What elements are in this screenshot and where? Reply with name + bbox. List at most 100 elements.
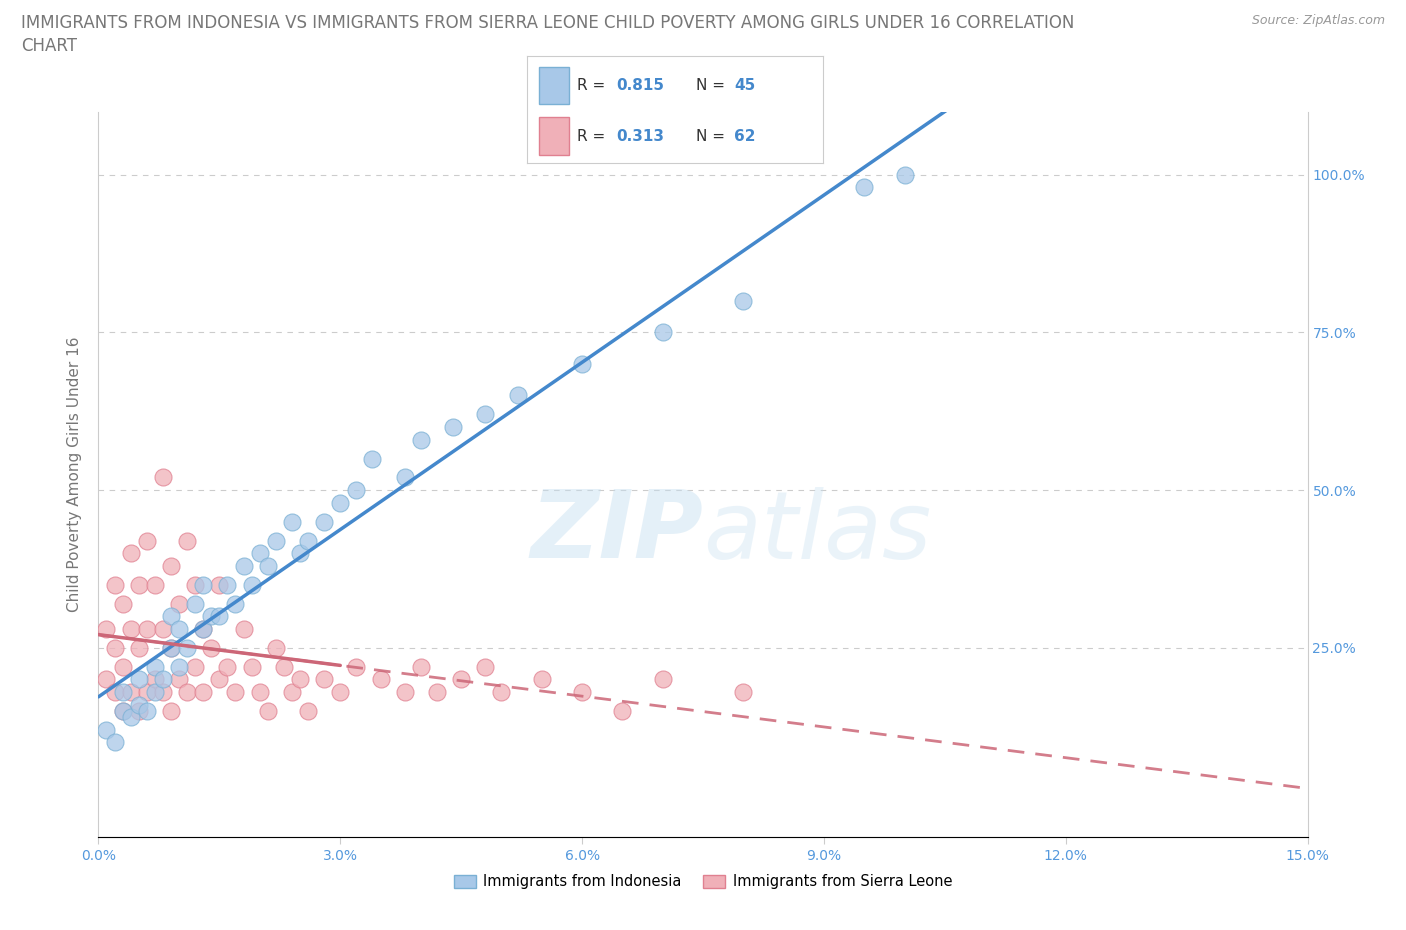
Point (160, 703, 183, 718)
Point (128, 641, 150, 656)
Point (733, 293, 755, 308)
Point (733, 684, 755, 699)
Point (96, 671, 118, 686)
Point (120, 621, 142, 636)
Point (184, 596, 207, 611)
Point (288, 546, 311, 561)
Point (96, 723, 118, 737)
Point (256, 558, 278, 573)
Text: CHART: CHART (21, 37, 77, 55)
Point (111, 596, 134, 611)
Point (530, 671, 553, 686)
Point (167, 621, 190, 636)
Point (111, 703, 134, 718)
Point (103, 735, 125, 750)
Point (232, 558, 254, 573)
Point (103, 641, 125, 656)
Text: IMMIGRANTS FROM INDONESIA VS IMMIGRANTS FROM SIERRA LEONE CHILD POVERTY AMONG GI: IMMIGRANTS FROM INDONESIA VS IMMIGRANTS … (21, 14, 1074, 32)
Point (314, 514, 336, 529)
Point (143, 578, 166, 592)
Point (208, 671, 231, 686)
Point (651, 671, 673, 686)
Point (135, 533, 157, 548)
Point (152, 470, 174, 485)
Point (193, 578, 215, 592)
Point (111, 659, 134, 674)
Point (249, 546, 271, 561)
Point (232, 621, 254, 636)
Text: 45: 45 (734, 78, 755, 93)
Point (571, 684, 593, 699)
Point (224, 596, 246, 611)
Point (224, 684, 246, 699)
Text: N =: N = (696, 128, 730, 143)
Point (450, 671, 472, 686)
Point (297, 533, 319, 548)
Point (176, 684, 198, 699)
Point (167, 596, 190, 611)
Text: 0.815: 0.815 (616, 78, 664, 93)
Point (217, 659, 239, 674)
Point (193, 684, 215, 699)
Point (893, 167, 915, 182)
Point (120, 710, 142, 724)
Point (103, 578, 125, 592)
Point (128, 578, 150, 592)
Point (152, 684, 174, 699)
Point (370, 671, 392, 686)
Point (281, 684, 304, 699)
Point (249, 684, 271, 699)
Point (506, 388, 529, 403)
Text: N =: N = (696, 78, 730, 93)
Point (176, 533, 198, 548)
Point (160, 609, 183, 624)
Point (135, 703, 157, 718)
Point (314, 671, 336, 686)
Point (240, 578, 263, 592)
Point (120, 684, 142, 699)
Point (128, 671, 150, 686)
Point (135, 684, 157, 699)
Text: R =: R = (578, 128, 610, 143)
Point (426, 684, 449, 699)
Point (160, 558, 183, 573)
Point (474, 407, 496, 422)
Point (651, 325, 673, 339)
Point (329, 684, 352, 699)
Point (184, 659, 207, 674)
Point (329, 496, 352, 511)
Text: 0.313: 0.313 (616, 128, 664, 143)
Point (491, 684, 513, 699)
Point (135, 621, 157, 636)
Point (167, 659, 190, 674)
Point (394, 684, 416, 699)
Point (344, 483, 367, 498)
Point (240, 659, 263, 674)
Point (120, 546, 142, 561)
Y-axis label: Child Poverty Among Girls Under 16: Child Poverty Among Girls Under 16 (67, 337, 83, 612)
Point (288, 671, 311, 686)
Legend: Immigrants from Indonesia, Immigrants from Sierra Leone: Immigrants from Indonesia, Immigrants fr… (449, 869, 957, 895)
Point (152, 671, 174, 686)
Point (612, 703, 634, 718)
Point (394, 470, 416, 485)
Point (103, 684, 125, 699)
Point (217, 578, 239, 592)
Point (200, 641, 222, 656)
Text: Source: ZipAtlas.com: Source: ZipAtlas.com (1251, 14, 1385, 27)
Point (208, 609, 231, 624)
Point (143, 671, 166, 686)
Point (160, 641, 183, 656)
Text: R =: R = (578, 78, 610, 93)
Point (256, 703, 278, 718)
Point (361, 451, 384, 466)
Point (143, 684, 166, 699)
Point (273, 659, 295, 674)
Point (143, 659, 166, 674)
Point (264, 533, 287, 548)
Point (409, 659, 432, 674)
Point (160, 641, 183, 656)
Point (571, 356, 593, 371)
Point (409, 432, 432, 447)
Point (853, 179, 876, 194)
